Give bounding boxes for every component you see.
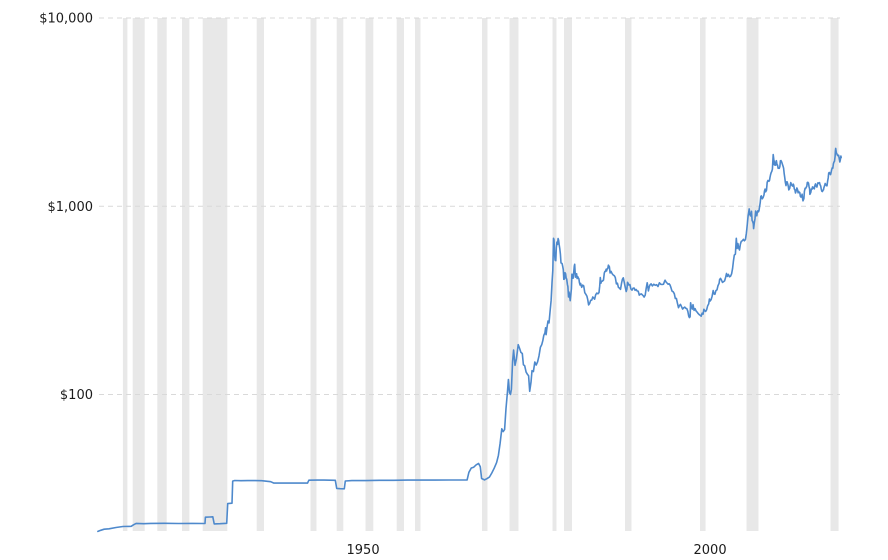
axis-labels-layer: $10,000 $1,000 $100 1950 2000 <box>39 12 726 559</box>
recession-band <box>830 18 839 531</box>
recession-band <box>157 18 167 531</box>
gold-price-line <box>97 147 842 533</box>
y-axis-tick-label: $1,000 <box>48 200 94 215</box>
recession-band <box>336 18 344 531</box>
recession-band <box>132 18 145 531</box>
price-line-layer <box>97 147 842 533</box>
x-axis-tick-label: 2000 <box>694 543 727 558</box>
x-axis-tick-label: 1950 <box>347 543 380 558</box>
gridlines-layer <box>99 17 840 395</box>
recession-band <box>182 18 190 531</box>
recession-band <box>365 18 374 531</box>
recession-band <box>700 18 706 531</box>
recession-band <box>625 18 632 531</box>
recession-band <box>310 18 317 531</box>
y-axis-tick-label: $100 <box>60 388 93 403</box>
recession-band <box>552 18 557 531</box>
y-axis-tick-label: $10,000 <box>39 12 93 27</box>
recession-band <box>509 18 519 531</box>
recession-band <box>415 18 421 531</box>
recession-band <box>396 18 404 531</box>
recession-band <box>564 18 572 531</box>
recession-band <box>746 18 759 531</box>
recession-band <box>482 18 488 531</box>
recession-band <box>256 18 264 531</box>
recession-bands-layer <box>122 18 839 531</box>
recession-band <box>202 18 228 531</box>
recession-band <box>122 18 128 531</box>
